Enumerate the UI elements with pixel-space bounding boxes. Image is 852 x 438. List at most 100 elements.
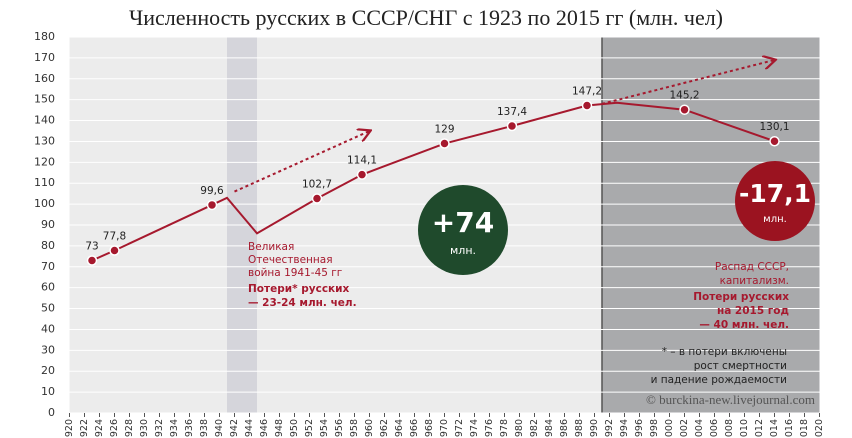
y-tick-label: 90 [41, 218, 55, 231]
x-tick-label: 1958 [349, 419, 360, 438]
data-point [506, 120, 518, 132]
data-label: 147,2 [572, 86, 602, 98]
x-tick-label: 2010 [739, 419, 750, 438]
data-label: 102,7 [302, 178, 332, 190]
annotation: Великая [248, 241, 294, 253]
y-tick-label: 170 [34, 51, 55, 64]
x-tick-label: 2016 [784, 419, 795, 438]
x-tick-label: 1982 [529, 419, 540, 438]
x-tick-label: 1968 [424, 419, 435, 438]
data-label: 130,1 [759, 121, 789, 133]
loss-value: -17,1 [739, 179, 811, 208]
x-tick-label: 1966 [409, 419, 420, 438]
x-tick-label: 1984 [544, 419, 555, 438]
data-point [769, 135, 780, 147]
y-tick-label: 140 [34, 114, 55, 127]
x-tick-label: 2012 [754, 419, 765, 438]
annotation: капитализм. [720, 275, 789, 287]
x-tick-label: 2014 [769, 419, 780, 438]
data-point [439, 138, 450, 149]
y-tick-label: 120 [34, 155, 55, 168]
y-tick-label: 150 [34, 93, 55, 106]
data-label: 145,2 [669, 90, 699, 102]
data-point [356, 169, 368, 180]
x-tick-label: 1934 [169, 419, 180, 438]
x-tick-label: 1922 [79, 419, 90, 438]
x-tick-label: 1946 [259, 419, 270, 438]
x-tick-label: 1988 [574, 419, 585, 438]
annotation: война 1941-45 гг [248, 267, 342, 279]
annotation: на 2015 год [717, 305, 789, 317]
y-tick-label: 110 [34, 176, 55, 189]
y-tick-label: 40 [41, 322, 55, 335]
x-tick-label: 1932 [154, 419, 165, 438]
x-tick-label: 1986 [559, 419, 570, 438]
data-point [581, 100, 593, 111]
x-tick-label: 1926 [109, 419, 120, 438]
x-tick-label: 1970 [439, 419, 450, 438]
x-tick-label: 1936 [184, 419, 195, 438]
x-tick-label: 1954 [319, 419, 330, 438]
footnote: рост смертности [694, 360, 787, 372]
y-tick-label: 160 [34, 72, 55, 85]
x-tick-label: 1940 [214, 419, 225, 438]
x-tick-label: 2000 [664, 419, 675, 438]
y-tick-label: 100 [34, 197, 55, 210]
y-tick-label: 70 [41, 260, 55, 273]
y-tick-label: 80 [41, 239, 55, 252]
x-tick-label: 1998 [649, 419, 660, 438]
data-point [206, 199, 218, 211]
footnote: * – в потери включены [662, 346, 787, 358]
gain-unit: млн. [450, 244, 476, 257]
x-tick-label: 2002 [679, 419, 690, 438]
x-tick-label: 1978 [499, 419, 510, 438]
data-label: 77,8 [103, 230, 126, 242]
x-tick-label: 1960 [364, 419, 375, 438]
x-tick-label: 1952 [304, 419, 315, 438]
gain-value: +74 [432, 206, 494, 239]
annotation: Потери русских [693, 291, 789, 303]
data-point [311, 193, 323, 204]
chart-title: Численность русских в СССР/СНГ с 1923 по… [129, 5, 723, 30]
trend-arrow [234, 131, 370, 193]
data-label: 114,1 [347, 155, 377, 167]
annotation: Отечественная [248, 254, 333, 266]
x-tick-label: 2006 [709, 419, 720, 438]
gain-badge [418, 185, 508, 275]
loss-unit: млн. [763, 214, 787, 225]
x-tick-label: 1942 [229, 419, 240, 438]
data-point [109, 245, 120, 256]
x-tick-label: 1930 [139, 419, 150, 438]
x-tick-label: 2004 [694, 419, 705, 438]
x-tick-label: 1974 [469, 419, 480, 438]
data-label: 99,6 [200, 185, 224, 197]
x-tick-label: 2018 [799, 419, 810, 438]
x-tick-label: 1928 [124, 419, 135, 438]
y-tick-label: 130 [34, 134, 55, 147]
y-tick-label: 50 [41, 302, 55, 315]
x-tick-label: 2020 [814, 419, 825, 438]
x-tick-label: 2008 [724, 419, 735, 438]
x-tick-label: 1992 [604, 419, 615, 438]
data-label: 73 [85, 241, 98, 253]
x-tick-label: 1972 [454, 419, 465, 438]
y-tick-label: 60 [41, 281, 55, 294]
y-tick-label: 30 [41, 343, 55, 356]
data-point [679, 104, 690, 115]
annotations: Великая Отечественная война 1941-45 гг П… [248, 161, 815, 407]
x-tick-label: 1920 [64, 419, 75, 438]
x-tick-label: 1924 [94, 419, 105, 438]
x-tick-label: 1938 [199, 419, 210, 438]
x-tick-label: 1976 [484, 419, 495, 438]
watermark: © burckina-new.livejournal.com [646, 392, 815, 407]
y-tick-label: 0 [48, 406, 55, 419]
annotation: — 40 млн. чел. [699, 319, 789, 331]
data-point [86, 255, 98, 266]
x-tick-label: 1944 [244, 419, 255, 438]
data-label: 129 [434, 124, 454, 136]
x-tick-label: 1990 [589, 419, 600, 438]
y-tick-label: 10 [41, 385, 55, 398]
x-tick-label: 1994 [619, 419, 630, 438]
x-tick-label: 1956 [334, 419, 345, 438]
